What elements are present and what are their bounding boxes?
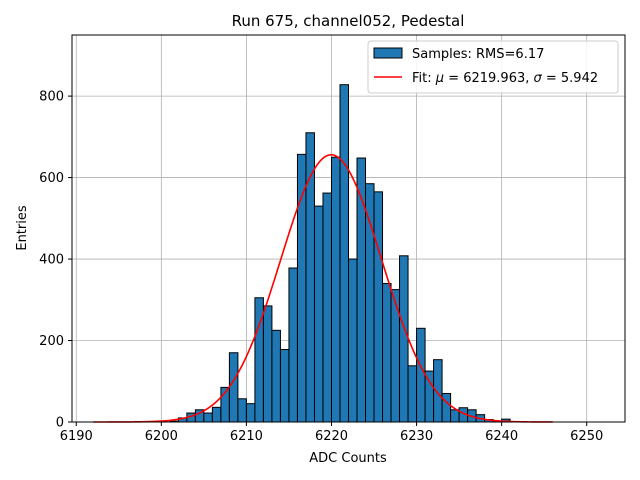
histogram-bar — [203, 412, 213, 423]
axis-ticks: 6190 6200 6210 6220 6230 6240 6250 0 200 400 600 80… — [39, 90, 603, 444]
histogram-bar — [237, 398, 247, 423]
legend-hist-swatch — [373, 47, 403, 59]
y-tick-label: 200 — [39, 334, 64, 349]
histogram-bar — [330, 156, 341, 423]
histogram-bar — [424, 370, 435, 423]
histogram-bar — [450, 409, 460, 423]
histogram-bar — [211, 406, 222, 423]
histogram-bar — [288, 267, 298, 423]
histogram-bar — [271, 329, 281, 423]
x-tick-label: 6200 — [145, 429, 178, 444]
chart-title: Run 675, channel052, Pedestal — [232, 12, 465, 30]
x-tick-label: 6240 — [485, 429, 518, 444]
histogram-bar — [382, 282, 392, 423]
histogram-bar — [365, 183, 375, 423]
y-tick-label: 0 — [56, 416, 64, 431]
legend-box — [367, 40, 619, 94]
x-tick-label: 6210 — [230, 429, 263, 444]
legend-mu-value: = 6219.963, — [444, 71, 533, 86]
x-tick-label: 6250 — [570, 429, 603, 444]
histogram-bar — [279, 348, 290, 423]
y-tick-label: 600 — [39, 171, 64, 186]
histogram-bar — [322, 192, 332, 423]
histogram-bar — [313, 205, 324, 423]
legend-mu-symbol: μ — [435, 71, 444, 86]
histogram-bar — [373, 191, 384, 423]
legend-fit-label: Fit: μ = 6219.963, σ = 5.942 — [412, 71, 598, 86]
legend-hist-label: Samples: RMS=6.17 — [412, 47, 544, 62]
histogram-bar — [399, 255, 409, 423]
legend-sigma-value: = 5.942 — [542, 71, 598, 86]
histogram-bar — [228, 352, 239, 423]
x-tick-label: 6230 — [400, 429, 433, 444]
axes-frame — [71, 34, 626, 423]
x-tick-label: 6190 — [60, 429, 93, 444]
histogram-bar — [245, 403, 256, 423]
histogram-bar — [407, 365, 418, 423]
legend-fit-prefix: Fit: — [412, 71, 436, 86]
histogram-bar — [416, 327, 426, 423]
x-tick-label: 6220 — [315, 429, 348, 444]
histogram-bar — [339, 84, 350, 423]
legend-sigma-symbol: σ — [534, 71, 543, 86]
histogram-bar — [262, 305, 273, 423]
histogram-bar — [433, 359, 443, 423]
y-tick-label: 800 — [39, 90, 64, 105]
x-axis-label: ADC Counts — [309, 451, 387, 466]
y-tick-label: 400 — [39, 253, 64, 268]
fit-curve — [93, 153, 553, 423]
y-axis-label: Entries — [15, 205, 30, 251]
histogram-bars — [169, 84, 511, 423]
legend: Samples: RMS=6.17 Fit: μ = 6219.963, σ =… — [367, 40, 619, 94]
histogram-bar — [348, 258, 358, 423]
histogram-bar — [441, 392, 452, 423]
